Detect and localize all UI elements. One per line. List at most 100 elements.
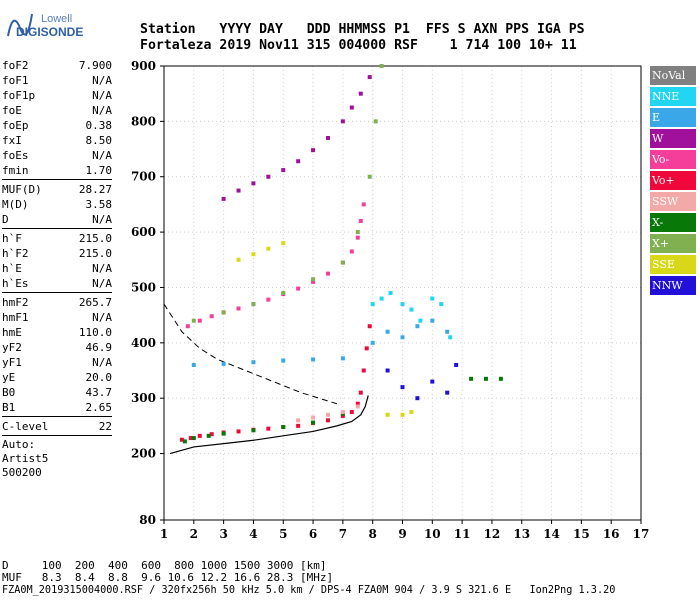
param-value: 20.0 bbox=[85, 371, 113, 384]
legend-item: NNW bbox=[650, 276, 696, 295]
param-value: 3.58 bbox=[85, 198, 113, 211]
data-point bbox=[409, 410, 414, 415]
station-header: Station YYYY DAY DDD HHMMSS P1 FFS S AXN… bbox=[140, 22, 585, 54]
data-point bbox=[236, 188, 241, 193]
param-label: h`E bbox=[2, 262, 22, 275]
data-point bbox=[358, 390, 363, 395]
data-point bbox=[209, 314, 214, 319]
data-point bbox=[221, 431, 226, 436]
param-label: foE bbox=[2, 104, 22, 117]
param-separator bbox=[2, 416, 112, 417]
param-row: C-level 22 bbox=[2, 419, 112, 434]
x-tick-label: 17 bbox=[633, 527, 650, 541]
x-tick-label: 11 bbox=[454, 527, 471, 541]
param-row: foE N/A bbox=[2, 103, 112, 118]
param-value: N/A bbox=[92, 311, 112, 324]
param-row: foEs N/A bbox=[2, 148, 112, 163]
param-row: h`F2 215.0 bbox=[2, 246, 112, 261]
data-point bbox=[379, 64, 384, 68]
param-row: h`Es N/A bbox=[2, 276, 112, 291]
data-point bbox=[415, 396, 420, 401]
data-point bbox=[355, 235, 360, 240]
y-tick-label: 400 bbox=[131, 336, 156, 350]
data-point bbox=[483, 376, 488, 381]
logo-text-lowell: Lowell bbox=[41, 13, 73, 25]
data-point bbox=[296, 423, 301, 428]
data-point bbox=[325, 135, 330, 140]
param-row: yF2 46.9 bbox=[2, 340, 112, 355]
data-point bbox=[251, 360, 256, 365]
data-point bbox=[385, 368, 390, 373]
data-point bbox=[415, 324, 420, 329]
data-point bbox=[311, 357, 316, 362]
y-tick-label: 80 bbox=[139, 513, 156, 527]
data-point bbox=[191, 318, 196, 323]
data-point bbox=[296, 159, 301, 164]
x-tick-label: 8 bbox=[369, 527, 377, 541]
data-point bbox=[418, 318, 423, 323]
data-point bbox=[311, 420, 316, 425]
data-point bbox=[358, 91, 363, 96]
data-point bbox=[349, 410, 354, 415]
data-point bbox=[373, 119, 378, 124]
param-label: fmin bbox=[2, 164, 29, 177]
param-label: hmF2 bbox=[2, 296, 29, 309]
param-label: yF1 bbox=[2, 356, 22, 369]
polarization-legend: NoVal NNE E W Vo- Vo+ SSW X- X+ SSE NNW bbox=[650, 66, 696, 297]
param-separator bbox=[2, 292, 112, 293]
legend-item: NoVal bbox=[650, 66, 696, 85]
x-tick-label: 10 bbox=[424, 527, 441, 541]
data-point bbox=[340, 410, 345, 415]
param-value: 110.0 bbox=[78, 326, 112, 339]
y-tick-label: 200 bbox=[131, 447, 156, 461]
data-point bbox=[439, 302, 444, 307]
data-point bbox=[281, 291, 286, 295]
data-point bbox=[251, 302, 256, 307]
data-point bbox=[454, 362, 459, 367]
param-value: 46.9 bbox=[85, 341, 113, 354]
param-row: h`F 215.0 bbox=[2, 231, 112, 246]
param-value: N/A bbox=[92, 262, 112, 275]
header-values: Fortaleza 2019 Nov11 315 004000 RSF 1 71… bbox=[140, 38, 577, 53]
x-tick-label: 12 bbox=[484, 527, 501, 541]
data-point bbox=[325, 412, 330, 417]
data-point bbox=[349, 105, 354, 110]
x-tick-label: 14 bbox=[543, 527, 560, 541]
data-point bbox=[281, 168, 286, 173]
param-label: yE bbox=[2, 371, 16, 384]
file-info-line: FZA0M_2019315004000.RSF / 320fx256h 50 k… bbox=[2, 585, 616, 596]
data-point bbox=[191, 436, 196, 441]
param-row: MUF(D) 28.27 bbox=[2, 182, 112, 197]
param-value: 7.900 bbox=[78, 59, 112, 72]
x-tick-label: 16 bbox=[603, 527, 620, 541]
param-value: N/A bbox=[92, 74, 112, 87]
data-point bbox=[251, 428, 256, 433]
legend-item: X+ bbox=[650, 234, 696, 253]
data-point bbox=[361, 368, 366, 373]
data-point bbox=[340, 119, 345, 124]
data-point bbox=[379, 296, 384, 301]
param-row: fmin 1.70 bbox=[2, 163, 112, 178]
data-point bbox=[206, 433, 211, 438]
param-label: C-level bbox=[2, 420, 49, 433]
param-value: N/A bbox=[92, 149, 112, 162]
param-label: foF1p bbox=[2, 89, 36, 102]
data-point bbox=[400, 302, 405, 307]
param-value: 8.50 bbox=[85, 134, 113, 147]
header-labels: Station YYYY DAY DDD HHMMSS P1 FFS S AXN… bbox=[140, 22, 585, 37]
x-tick-label: 1 bbox=[160, 527, 168, 541]
data-point bbox=[221, 361, 226, 366]
legend-item: Vo+ bbox=[650, 171, 696, 190]
data-point bbox=[367, 174, 372, 179]
data-point bbox=[266, 426, 271, 431]
param-separator bbox=[2, 228, 112, 229]
param-row: hmE 110.0 bbox=[2, 325, 112, 340]
param-row: B1 2.65 bbox=[2, 400, 112, 415]
param-row: B0 43.7 bbox=[2, 385, 112, 400]
data-point bbox=[311, 277, 316, 282]
param-row: yE 20.0 bbox=[2, 370, 112, 385]
data-point bbox=[197, 433, 202, 438]
data-point bbox=[367, 75, 372, 80]
param-value: 1.70 bbox=[85, 164, 113, 177]
legend-item: NNE bbox=[650, 87, 696, 106]
